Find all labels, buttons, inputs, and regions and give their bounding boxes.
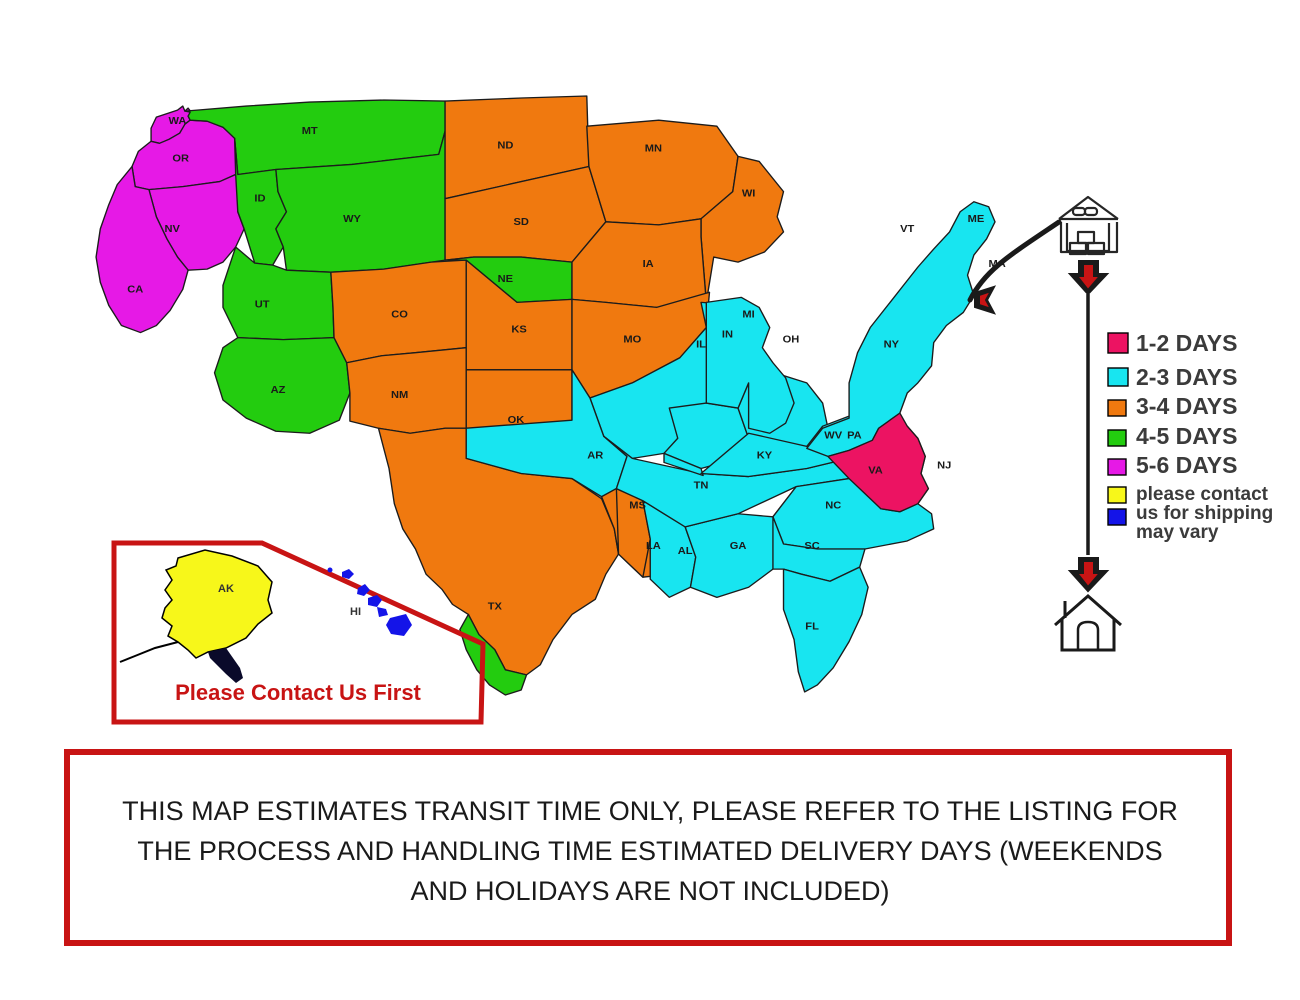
svg-text:GA: GA	[730, 540, 747, 552]
svg-text:NM: NM	[391, 389, 408, 401]
svg-text:CO: CO	[391, 309, 408, 321]
svg-text:VT: VT	[900, 223, 915, 235]
svg-text:MT: MT	[302, 125, 318, 137]
svg-text:OK: OK	[508, 414, 525, 426]
svg-text:MI: MI	[742, 309, 754, 321]
svg-text:may vary: may vary	[1136, 522, 1219, 543]
svg-text:IA: IA	[643, 258, 654, 270]
svg-text:5-6 DAYS: 5-6 DAYS	[1136, 452, 1237, 478]
svg-text:UT: UT	[255, 299, 270, 311]
svg-text:OH: OH	[783, 334, 800, 346]
svg-text:ID: ID	[254, 193, 265, 205]
svg-text:AR: AR	[587, 450, 603, 462]
svg-text:MO: MO	[623, 334, 641, 346]
svg-text:WI: WI	[742, 188, 756, 200]
svg-text:WV: WV	[824, 430, 843, 442]
svg-text:2-3 DAYS: 2-3 DAYS	[1136, 364, 1237, 390]
svg-text:1-2 DAYS: 1-2 DAYS	[1136, 330, 1237, 356]
svg-text:NC: NC	[825, 500, 841, 512]
svg-text:PA: PA	[847, 430, 862, 442]
svg-text:us for shipping: us for shipping	[1136, 503, 1273, 524]
svg-text:OR: OR	[172, 153, 189, 165]
svg-text:NV: NV	[165, 223, 181, 235]
svg-text:ND: ND	[497, 140, 513, 152]
svg-text:ME: ME	[968, 213, 985, 225]
svg-text:AND HOLIDAYS ARE NOT INCLUDED): AND HOLIDAYS ARE NOT INCLUDED)	[410, 876, 889, 906]
svg-text:4-5 DAYS: 4-5 DAYS	[1136, 423, 1237, 449]
svg-text:IN: IN	[722, 329, 733, 341]
svg-text:FL: FL	[805, 621, 819, 633]
svg-text:CA: CA	[127, 284, 143, 296]
svg-text:WA: WA	[169, 115, 187, 127]
svg-text:please contact: please contact	[1136, 484, 1269, 505]
svg-text:MN: MN	[645, 143, 662, 155]
svg-text:SD: SD	[514, 216, 530, 228]
svg-text:Please Contact Us First: Please Contact Us First	[175, 680, 421, 705]
svg-text:NE: NE	[498, 273, 513, 285]
svg-text:MS: MS	[629, 500, 646, 512]
svg-text:LA: LA	[646, 540, 661, 552]
svg-text:THIS MAP ESTIMATES TRANSIT TIM: THIS MAP ESTIMATES TRANSIT TIME ONLY, PL…	[122, 796, 1178, 826]
svg-text:THE PROCESS AND HANDLING TIME: THE PROCESS AND HANDLING TIME ESTIMATED …	[137, 836, 1162, 866]
svg-text:KY: KY	[757, 450, 773, 462]
svg-text:AK: AK	[218, 583, 234, 595]
svg-text:SC: SC	[804, 540, 820, 552]
svg-text:AL: AL	[678, 545, 693, 557]
svg-text:NJ: NJ	[937, 460, 951, 472]
svg-text:TN: TN	[694, 480, 709, 492]
svg-text:VA: VA	[868, 465, 883, 477]
svg-text:WY: WY	[343, 213, 362, 225]
svg-text:NY: NY	[884, 339, 900, 351]
svg-text:IL: IL	[696, 339, 706, 351]
svg-text:3-4 DAYS: 3-4 DAYS	[1136, 393, 1237, 419]
svg-text:TX: TX	[488, 601, 503, 613]
svg-text:AZ: AZ	[271, 384, 286, 396]
svg-text:KS: KS	[511, 324, 526, 336]
svg-text:HI: HI	[350, 606, 361, 618]
